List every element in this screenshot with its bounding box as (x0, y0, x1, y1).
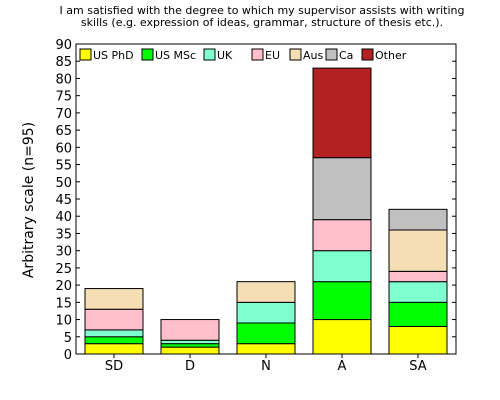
legend-swatch (141, 48, 154, 61)
legend-swatch (361, 48, 374, 61)
y-tick-label: 40 (55, 210, 72, 225)
chart-title-line-2: skills (e.g. expression of ideas, gramma… (81, 16, 443, 29)
chart-title-line-1: I am satisfied with the degree to which … (60, 4, 465, 17)
legend-label: US PhD (93, 49, 134, 62)
x-tick-label: D (185, 359, 195, 374)
y-tick-label: 15 (55, 296, 72, 311)
bar-segment-a-eu (312, 219, 372, 252)
legend-swatch (79, 48, 92, 61)
bar-segment-n-uk (236, 301, 296, 324)
bar-segment-sd-us-msc (84, 336, 144, 345)
bar-segment-d-eu (160, 319, 220, 341)
legend-label: Other (375, 49, 407, 62)
legend-item: EU (251, 48, 280, 62)
x-tick-label: SD (105, 359, 123, 374)
y-tick-label: 60 (55, 141, 72, 156)
x-tick-label: A (338, 359, 347, 374)
bar-segment-a-ca (312, 157, 372, 221)
legend-item: Aus (289, 48, 323, 62)
y-tick-label: 85 (55, 55, 72, 70)
y-axis-label: Arbitrary scale (n=95) (21, 122, 37, 278)
legend-label: Aus (303, 49, 323, 62)
legend-item: Ca (325, 48, 353, 62)
bar-segment-d-uk (160, 339, 220, 345)
bar-segment-sa-us-msc (388, 301, 448, 327)
bar-segment-d-us-msc (160, 343, 220, 348)
bar-segment-a-uk (312, 250, 372, 283)
legend-swatch (289, 48, 302, 61)
x-axis: SD D N A SA (105, 354, 427, 374)
legend-item: US PhD (79, 48, 134, 62)
legend-item: UK (203, 48, 233, 62)
y-tick-label: 25 (55, 262, 72, 277)
y-tick-label: 80 (55, 72, 72, 87)
bar-segment-sa-eu (388, 270, 448, 283)
bar-segment-d-us-phd (160, 346, 220, 355)
y-tick-label: 55 (55, 159, 72, 174)
legend-label: Ca (339, 49, 353, 62)
y-tick-label: 70 (55, 107, 72, 122)
legend: US PhD US MSc UK EU Aus Ca Other (79, 48, 407, 62)
bar-segment-sd-uk (84, 329, 144, 338)
y-tick-label: 5 (64, 331, 72, 346)
y-tick-label: 0 (64, 348, 72, 363)
legend-label: EU (265, 49, 280, 62)
legend-swatch (325, 48, 338, 61)
legend-label: UK (217, 49, 233, 62)
legend-item: Other (361, 48, 407, 62)
y-tick-label: 45 (55, 193, 72, 208)
legend-label: US MSc (155, 49, 196, 62)
bar-segment-sd-us-phd (84, 343, 144, 355)
bar-segment-a-us-msc (312, 281, 372, 321)
y-tick-label: 50 (55, 176, 72, 191)
bar-segment-sa-aus (388, 229, 448, 272)
x-tick-label: SA (409, 359, 426, 374)
bar-segment-n-aus (236, 281, 296, 303)
bar-segment-a-other (312, 67, 372, 159)
bar-segment-sd-aus (84, 288, 144, 310)
y-tick-label: 65 (55, 124, 72, 139)
bars (84, 67, 448, 355)
legend-swatch (251, 48, 264, 61)
bar-segment-sd-eu (84, 308, 144, 331)
y-tick-label: 90 (55, 38, 72, 53)
x-tick-label: N (261, 359, 271, 374)
bar-segment-n-us-msc (236, 322, 296, 345)
y-tick-label: 35 (55, 227, 72, 242)
bar-segment-a-us-phd (312, 319, 372, 355)
bar-segment-n-us-phd (236, 343, 296, 355)
legend-swatch (203, 48, 216, 61)
bar-segment-sa-us-phd (388, 325, 448, 355)
legend-item: US MSc (141, 48, 196, 62)
bar-segment-sa-ca (388, 208, 448, 231)
y-axis: 0 5 10 15 20 25 30 35 40 45 50 55 60 65 70 75 80 85 90 (55, 38, 456, 363)
y-tick-label: 20 (55, 279, 72, 294)
y-tick-label: 30 (55, 245, 72, 260)
y-tick-label: 75 (55, 90, 72, 105)
y-tick-label: 10 (55, 314, 72, 329)
bar-segment-sa-uk (388, 281, 448, 303)
